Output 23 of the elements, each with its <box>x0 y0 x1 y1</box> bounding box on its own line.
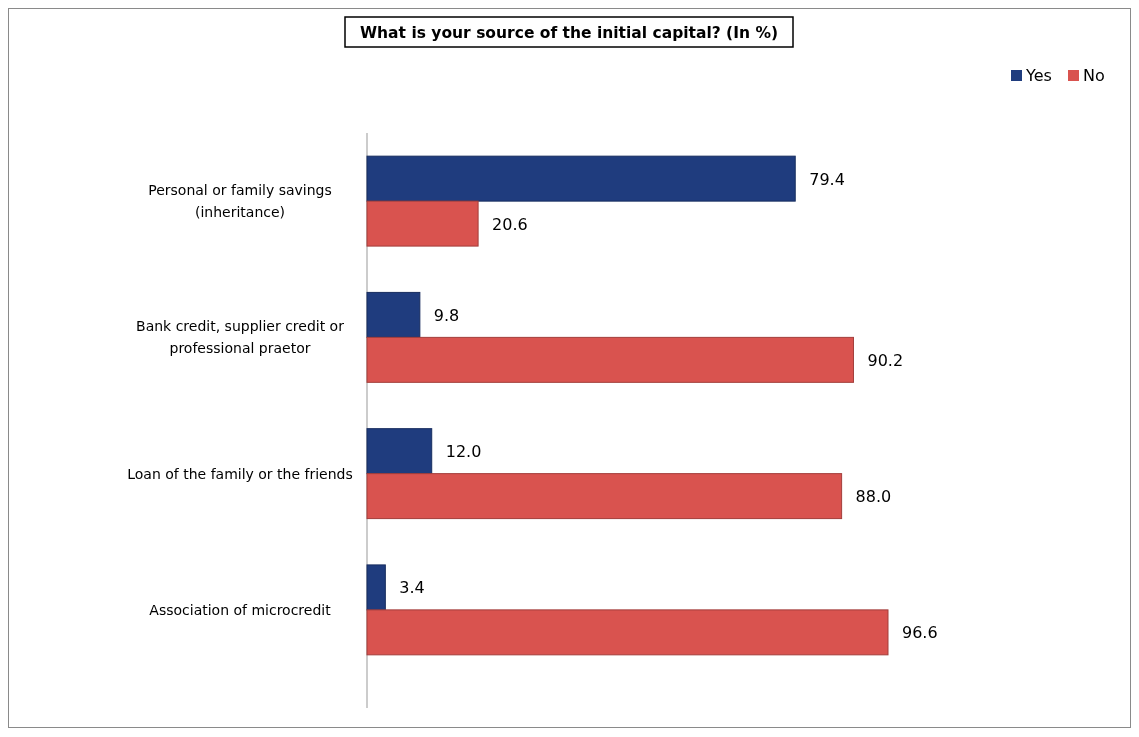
bar <box>366 473 843 520</box>
data-label: 12.0 <box>445 442 482 462</box>
data-label: 9.8 <box>433 305 460 325</box>
y-tick-label: Association of microcredit <box>149 601 332 618</box>
data-label: 79.4 <box>809 169 845 189</box>
y-tick-label: Bank credit, supplier credit or professional praetor <box>136 318 345 357</box>
chart-title: What is your source of the initial capital? (In %) <box>359 24 779 42</box>
bar <box>366 200 479 247</box>
legend-label: No <box>1083 66 1105 85</box>
bar <box>366 155 796 202</box>
bar <box>366 428 433 475</box>
bar <box>366 336 854 383</box>
data-label: 90.2 <box>867 350 904 370</box>
bar <box>366 609 889 656</box>
data-label: 96.6 <box>902 623 938 643</box>
data-label: 3.4 <box>399 578 425 598</box>
bar <box>366 291 421 338</box>
data-label: 88.0 <box>855 487 892 507</box>
y-tick-label: Personal or family savings (inheritance) <box>148 182 332 221</box>
data-label: 20.6 <box>492 214 528 234</box>
legend-label: Yes <box>1025 66 1052 85</box>
bar <box>366 564 386 611</box>
y-tick-label: Loan of the family or the friends <box>127 465 353 482</box>
